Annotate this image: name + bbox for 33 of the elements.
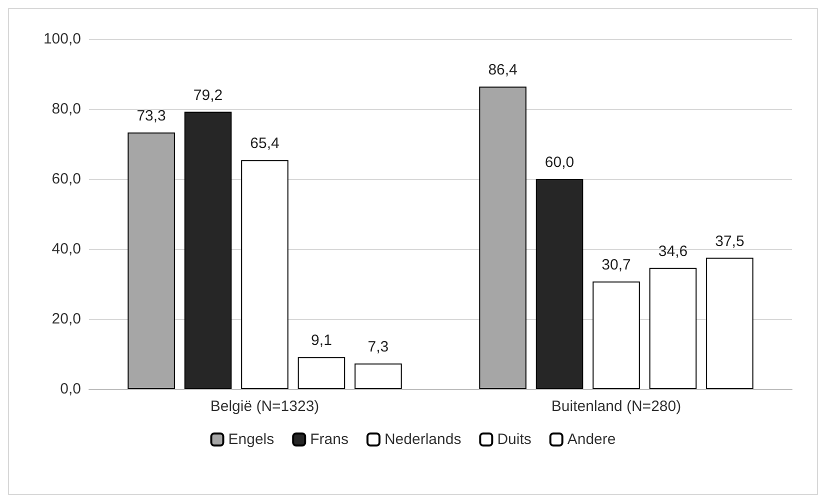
data-label: 60,0 bbox=[544, 154, 574, 171]
data-label: 73,3 bbox=[136, 107, 166, 124]
data-label: 9,1 bbox=[311, 332, 332, 350]
y-tick-label: 20,0 bbox=[52, 310, 81, 328]
y-tick-label: 40,0 bbox=[52, 240, 81, 258]
bar bbox=[128, 132, 175, 389]
data-label: 7,3 bbox=[368, 338, 389, 356]
x-tick-label: België (N=1323) bbox=[210, 398, 320, 415]
data-label: 37,5 bbox=[715, 232, 744, 250]
y-tick-label: 0,0 bbox=[60, 380, 81, 398]
bar bbox=[479, 86, 526, 389]
bar bbox=[536, 179, 584, 389]
data-label: 79,2 bbox=[193, 86, 223, 104]
y-tick-label: 80,0 bbox=[52, 100, 81, 118]
x-tick-label: Buitenland (N=280) bbox=[551, 398, 682, 415]
data-label: 65,4 bbox=[250, 135, 280, 152]
bar bbox=[241, 160, 288, 389]
legend-label: Nederlands bbox=[384, 431, 462, 448]
data-label: 30,7 bbox=[602, 256, 631, 274]
legend-label: Duits bbox=[497, 431, 532, 448]
bar bbox=[184, 112, 232, 389]
y-tick-label: 100,0 bbox=[43, 30, 81, 48]
bar bbox=[354, 363, 402, 389]
legend-label: Engels bbox=[228, 431, 274, 448]
y-tick-label: 60,0 bbox=[52, 170, 81, 188]
bar bbox=[298, 357, 346, 389]
legend-label: Andere bbox=[567, 431, 616, 448]
legend-label: Frans bbox=[310, 431, 348, 448]
bar bbox=[706, 258, 754, 389]
data-label: 34,6 bbox=[658, 242, 688, 260]
data-label: 86,4 bbox=[488, 62, 518, 79]
bar bbox=[649, 268, 697, 389]
bar bbox=[592, 282, 640, 389]
